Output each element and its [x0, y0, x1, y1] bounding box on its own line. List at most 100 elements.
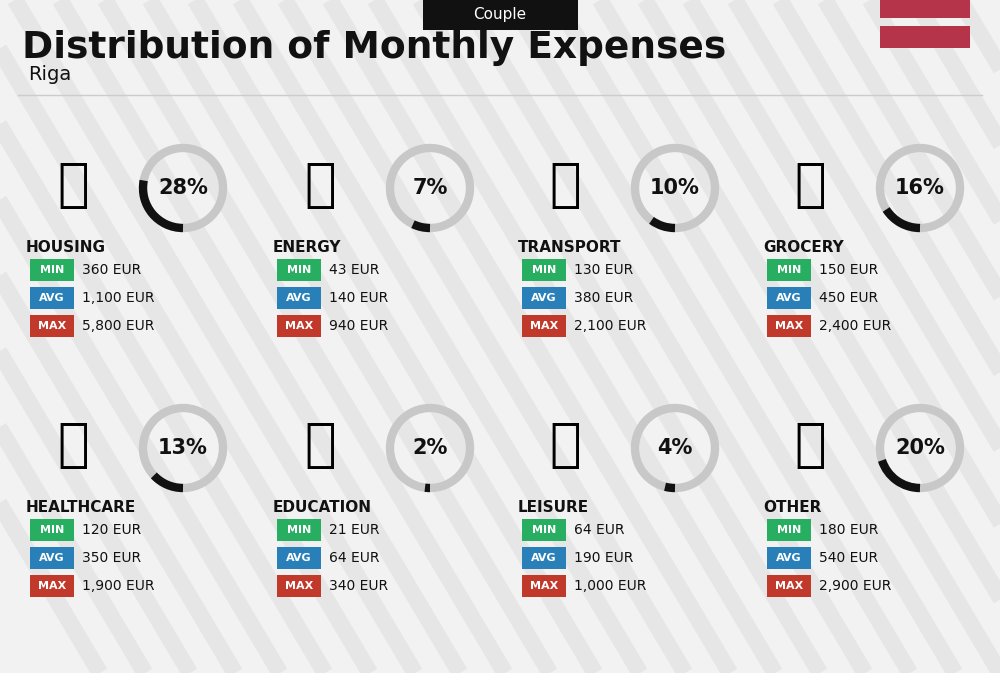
Text: HEALTHCARE: HEALTHCARE [26, 501, 136, 516]
Text: 21 EUR: 21 EUR [329, 523, 380, 537]
Text: 13%: 13% [158, 438, 208, 458]
Text: 2,400 EUR: 2,400 EUR [819, 319, 891, 333]
Text: 5,800 EUR: 5,800 EUR [82, 319, 154, 333]
FancyBboxPatch shape [767, 575, 811, 597]
FancyBboxPatch shape [522, 575, 566, 597]
Text: OTHER: OTHER [763, 501, 821, 516]
Text: 380 EUR: 380 EUR [574, 291, 633, 305]
Text: MAX: MAX [38, 581, 66, 591]
Text: 🛍: 🛍 [549, 419, 581, 471]
Text: AVG: AVG [776, 293, 802, 303]
Text: MAX: MAX [38, 321, 66, 331]
Text: MAX: MAX [775, 321, 803, 331]
Text: 360 EUR: 360 EUR [82, 263, 141, 277]
FancyBboxPatch shape [30, 519, 74, 541]
Text: 🛒: 🛒 [794, 159, 826, 211]
Text: MAX: MAX [530, 321, 558, 331]
Text: MIN: MIN [777, 265, 801, 275]
Text: AVG: AVG [286, 293, 312, 303]
Text: 1,100 EUR: 1,100 EUR [82, 291, 154, 305]
FancyBboxPatch shape [767, 287, 811, 309]
Text: 🏢: 🏢 [57, 159, 89, 211]
Text: 350 EUR: 350 EUR [82, 551, 141, 565]
Text: AVG: AVG [286, 553, 312, 563]
Text: 150 EUR: 150 EUR [819, 263, 878, 277]
Text: Couple: Couple [473, 7, 527, 22]
Text: MIN: MIN [287, 265, 311, 275]
Text: AVG: AVG [39, 293, 65, 303]
Text: 64 EUR: 64 EUR [329, 551, 380, 565]
Text: 43 EUR: 43 EUR [329, 263, 379, 277]
Text: 450 EUR: 450 EUR [819, 291, 878, 305]
Text: MAX: MAX [285, 581, 313, 591]
FancyBboxPatch shape [30, 259, 74, 281]
FancyBboxPatch shape [880, 0, 970, 18]
Text: 180 EUR: 180 EUR [819, 523, 878, 537]
Text: MIN: MIN [532, 265, 556, 275]
Text: LEISURE: LEISURE [518, 501, 589, 516]
Text: 🚌: 🚌 [549, 159, 581, 211]
Text: AVG: AVG [531, 553, 557, 563]
Text: 🔌: 🔌 [304, 159, 336, 211]
Text: MAX: MAX [775, 581, 803, 591]
FancyBboxPatch shape [30, 575, 74, 597]
FancyBboxPatch shape [522, 287, 566, 309]
Text: AVG: AVG [531, 293, 557, 303]
FancyBboxPatch shape [767, 259, 811, 281]
FancyBboxPatch shape [277, 287, 321, 309]
FancyBboxPatch shape [277, 575, 321, 597]
Text: 2,100 EUR: 2,100 EUR [574, 319, 646, 333]
Text: 540 EUR: 540 EUR [819, 551, 878, 565]
Text: 940 EUR: 940 EUR [329, 319, 388, 333]
FancyBboxPatch shape [522, 315, 566, 337]
Text: AVG: AVG [776, 553, 802, 563]
Text: 💊: 💊 [57, 419, 89, 471]
FancyBboxPatch shape [522, 547, 566, 569]
Text: Distribution of Monthly Expenses: Distribution of Monthly Expenses [22, 30, 726, 66]
Text: MIN: MIN [777, 525, 801, 535]
Text: HOUSING: HOUSING [26, 240, 106, 256]
FancyBboxPatch shape [277, 547, 321, 569]
FancyBboxPatch shape [522, 259, 566, 281]
Text: 16%: 16% [895, 178, 945, 198]
Text: TRANSPORT: TRANSPORT [518, 240, 622, 256]
FancyBboxPatch shape [522, 519, 566, 541]
Text: 20%: 20% [895, 438, 945, 458]
Text: 2%: 2% [412, 438, 448, 458]
Text: 130 EUR: 130 EUR [574, 263, 633, 277]
Text: 🎓: 🎓 [304, 419, 336, 471]
FancyBboxPatch shape [767, 315, 811, 337]
Text: MAX: MAX [530, 581, 558, 591]
Text: Riga: Riga [28, 65, 71, 85]
FancyBboxPatch shape [277, 519, 321, 541]
FancyBboxPatch shape [277, 259, 321, 281]
Text: EDUCATION: EDUCATION [273, 501, 372, 516]
Text: MAX: MAX [285, 321, 313, 331]
Text: 1,900 EUR: 1,900 EUR [82, 579, 154, 593]
FancyBboxPatch shape [30, 315, 74, 337]
FancyBboxPatch shape [30, 547, 74, 569]
Text: 64 EUR: 64 EUR [574, 523, 624, 537]
FancyBboxPatch shape [277, 315, 321, 337]
Text: 4%: 4% [657, 438, 693, 458]
FancyBboxPatch shape [422, 0, 578, 30]
Text: 140 EUR: 140 EUR [329, 291, 388, 305]
Text: 28%: 28% [158, 178, 208, 198]
Text: 190 EUR: 190 EUR [574, 551, 633, 565]
FancyBboxPatch shape [767, 519, 811, 541]
Text: MIN: MIN [532, 525, 556, 535]
Text: MIN: MIN [40, 525, 64, 535]
Text: 120 EUR: 120 EUR [82, 523, 141, 537]
FancyBboxPatch shape [880, 26, 970, 48]
Text: 👛: 👛 [794, 419, 826, 471]
Text: 2,900 EUR: 2,900 EUR [819, 579, 891, 593]
Text: AVG: AVG [39, 553, 65, 563]
Text: 1,000 EUR: 1,000 EUR [574, 579, 646, 593]
Text: GROCERY: GROCERY [763, 240, 844, 256]
Text: 340 EUR: 340 EUR [329, 579, 388, 593]
Text: MIN: MIN [40, 265, 64, 275]
FancyBboxPatch shape [767, 547, 811, 569]
Text: 7%: 7% [412, 178, 448, 198]
FancyBboxPatch shape [30, 287, 74, 309]
Text: ENERGY: ENERGY [273, 240, 342, 256]
